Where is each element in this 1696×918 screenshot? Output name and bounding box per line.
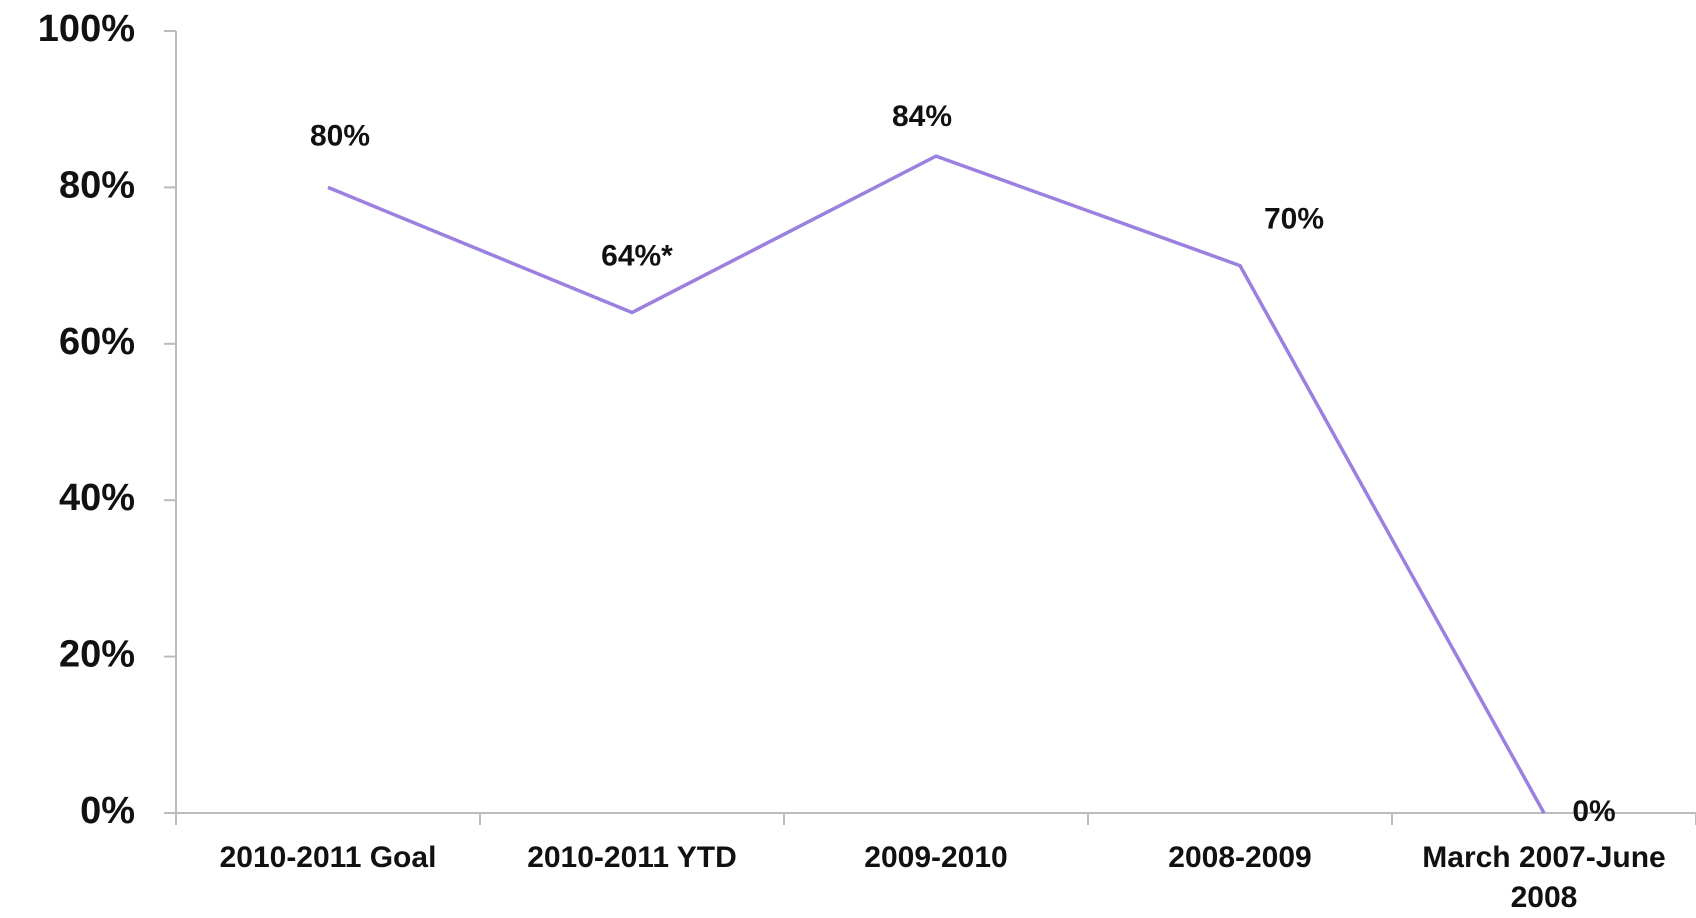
- data-label: 80%: [310, 119, 370, 152]
- x-tick-label: 2008-2009: [1168, 841, 1312, 874]
- y-tick-label: 0%: [80, 790, 135, 832]
- data-label: 70%: [1264, 203, 1324, 236]
- y-tick-label: 100%: [38, 8, 135, 50]
- x-tick-label: 2010-2011 YTD: [527, 841, 737, 874]
- y-tick-label: 20%: [59, 634, 135, 676]
- y-tick-label: 60%: [59, 321, 135, 363]
- data-label: 0%: [1572, 795, 1615, 828]
- x-tick-label: 2009-2010: [864, 841, 1008, 874]
- y-tick-label: 40%: [59, 477, 135, 519]
- x-tick-label: 2010-2011 Goal: [219, 841, 437, 874]
- data-label: 64%*: [601, 239, 673, 272]
- y-tick-label: 80%: [59, 164, 135, 206]
- line: [327, 154, 1546, 814]
- data-label: 84%: [892, 100, 952, 133]
- x-tick-label: March 2007-June 2008: [1422, 841, 1666, 914]
